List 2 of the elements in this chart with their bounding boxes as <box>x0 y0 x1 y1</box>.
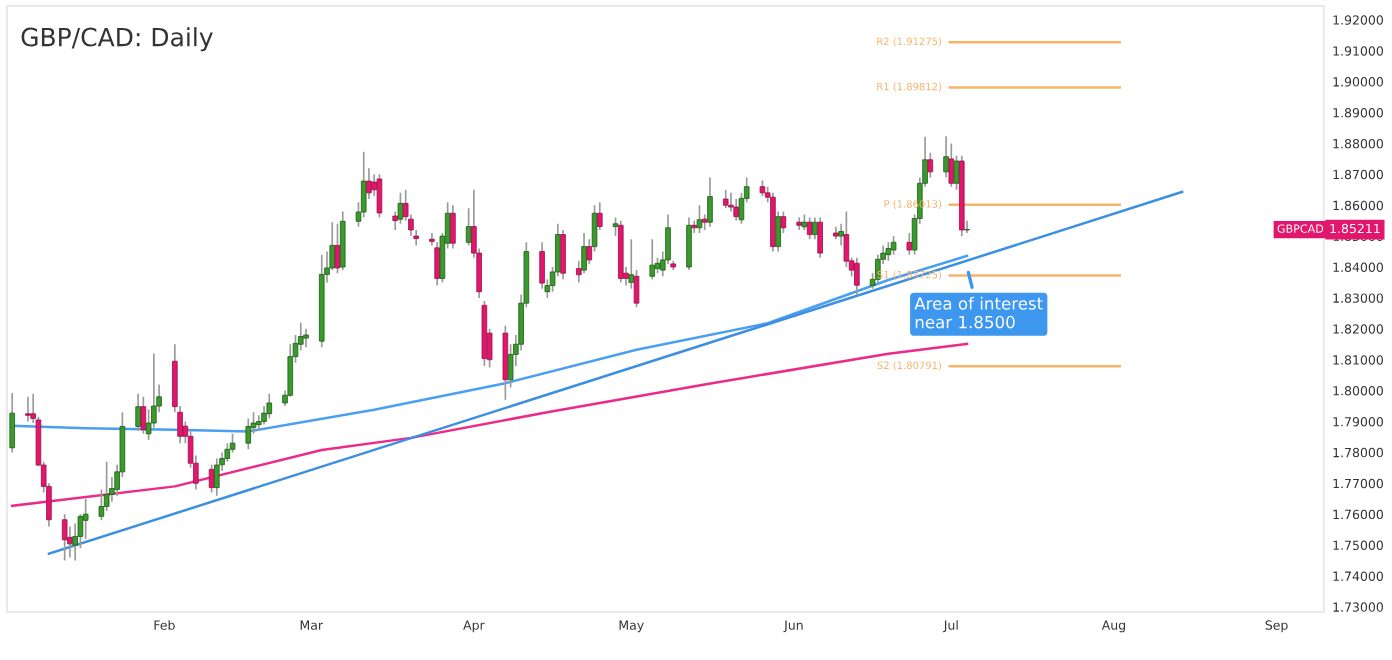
annotation: Area of interest near 1.8500 <box>914 296 1043 329</box>
text: GBP/CAD: Daily <box>21 27 213 52</box>
